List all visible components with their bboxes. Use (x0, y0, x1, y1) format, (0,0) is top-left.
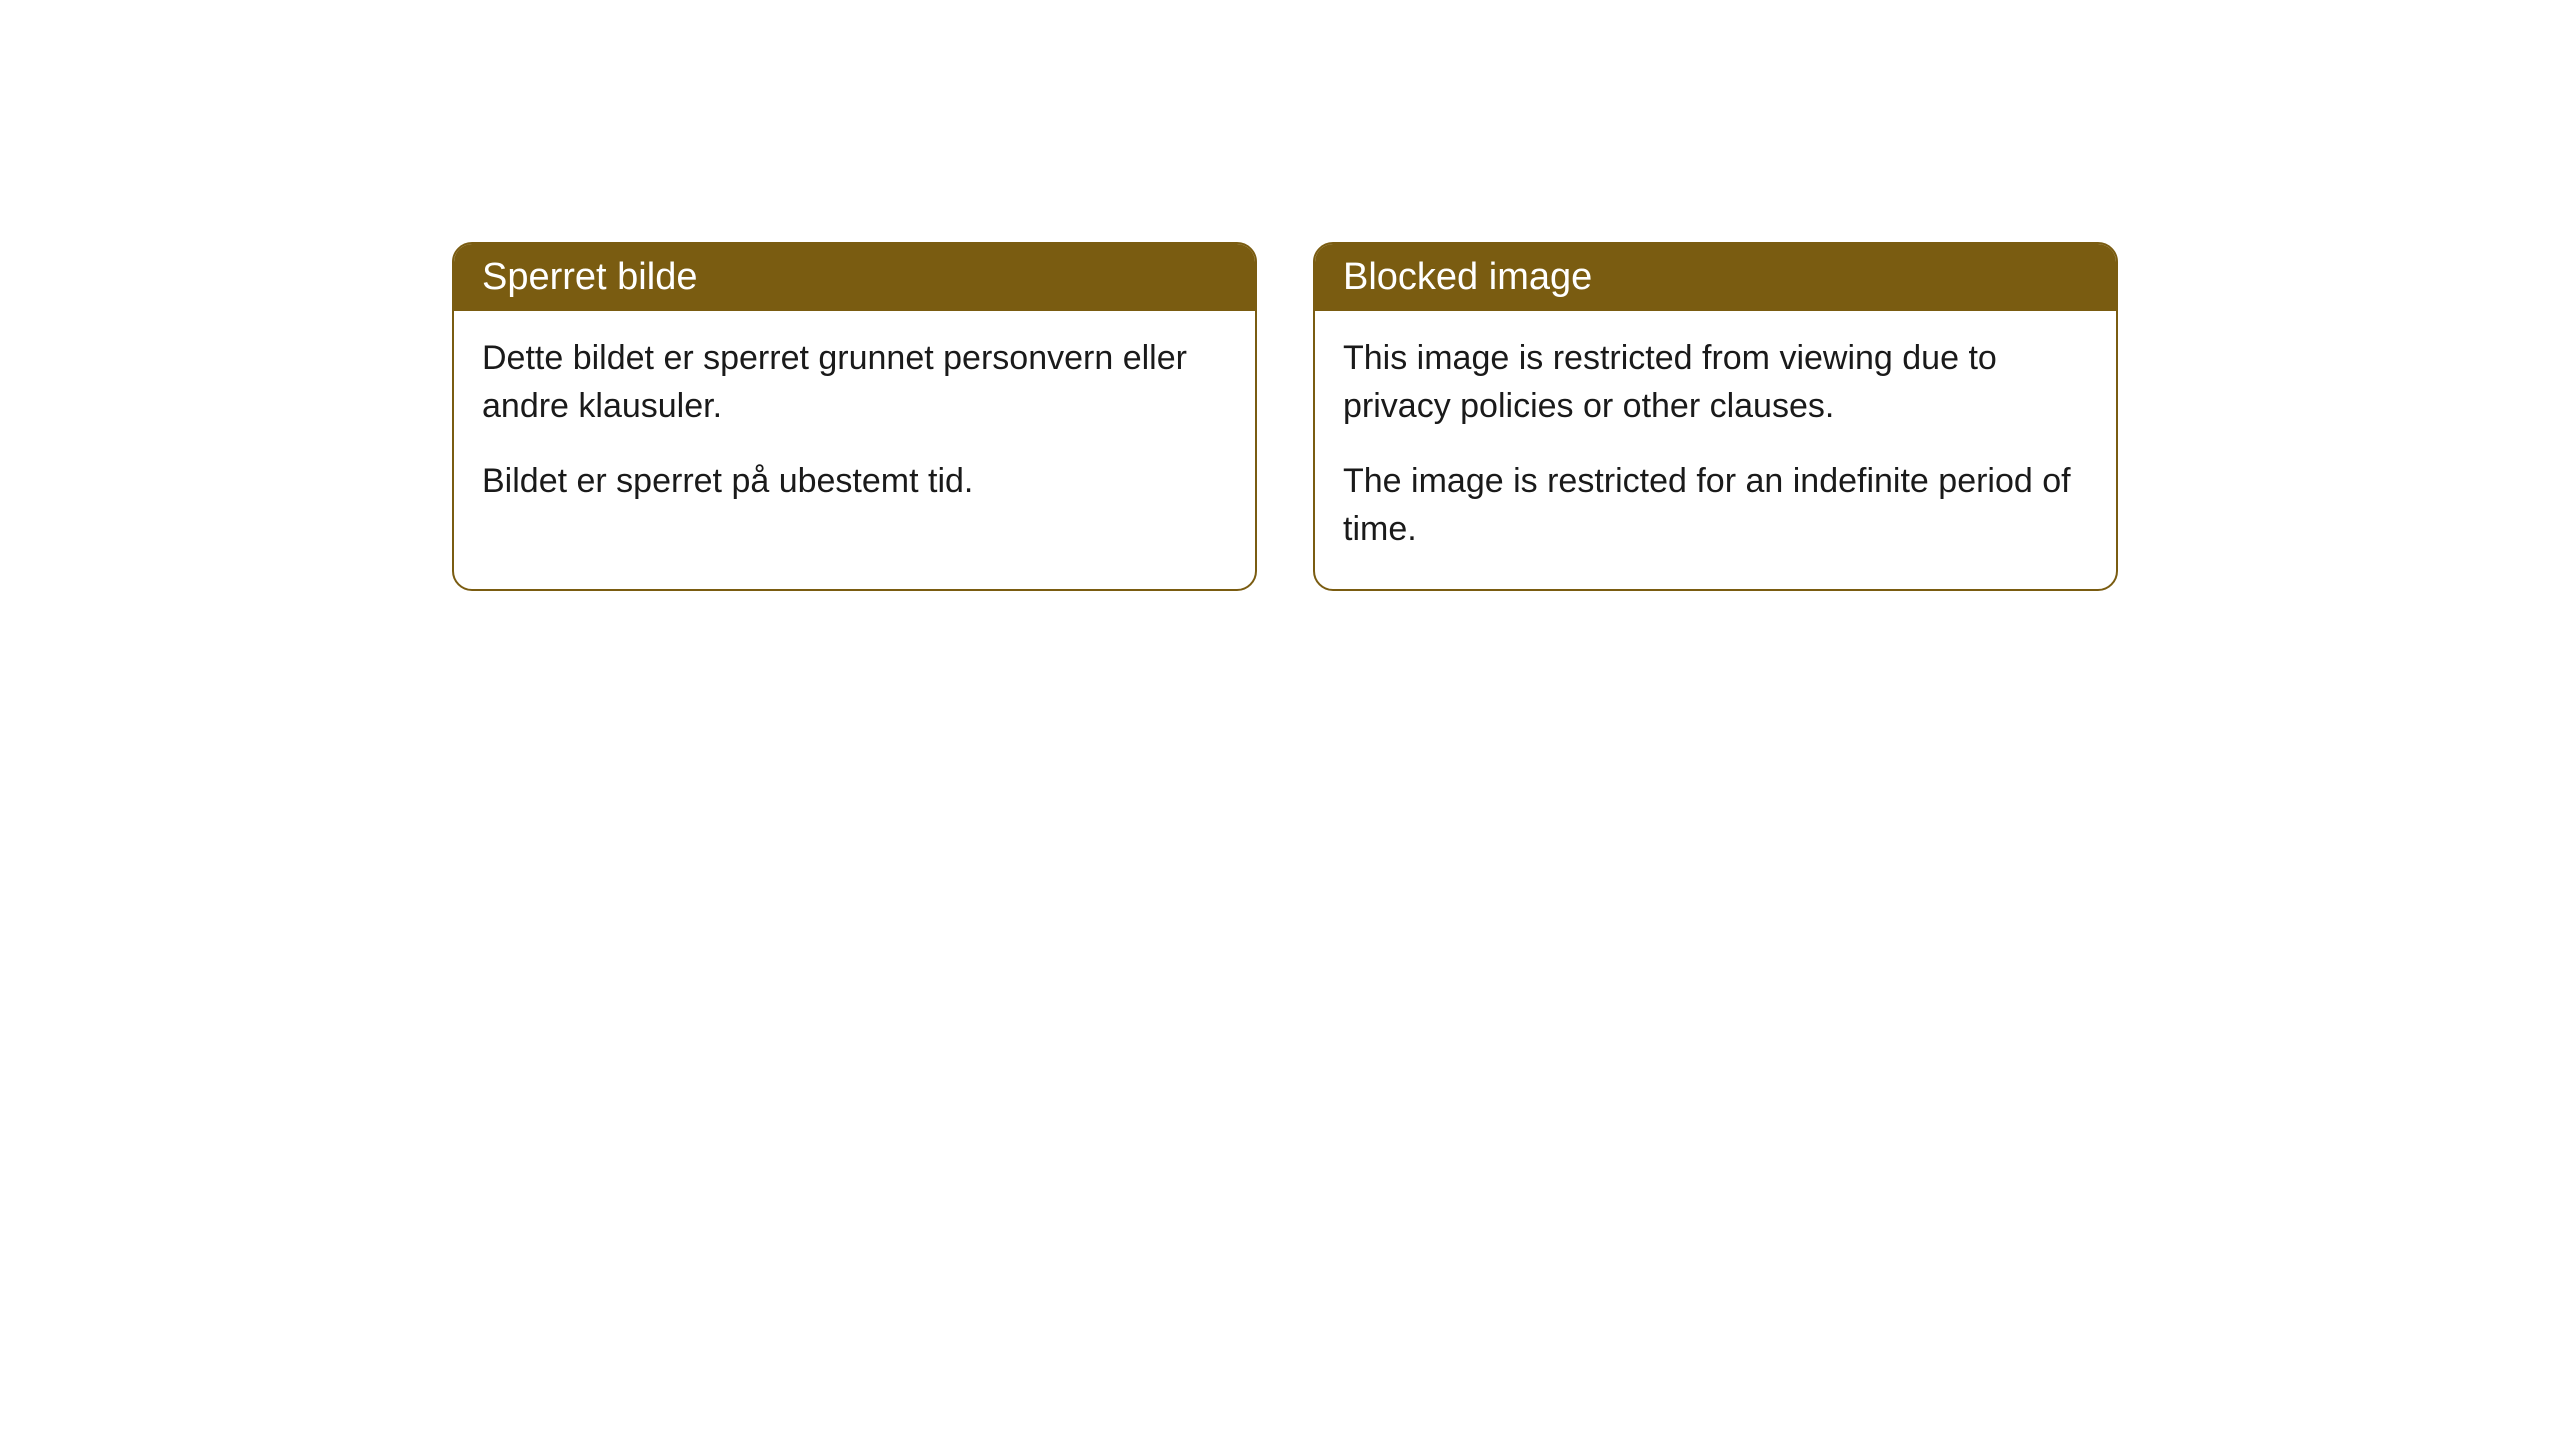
notice-title: Sperret bilde (482, 256, 697, 298)
notice-header: Blocked image (1315, 244, 2116, 311)
notice-paragraph: Dette bildet er sperret grunnet personve… (482, 335, 1227, 430)
notice-header: Sperret bilde (454, 244, 1255, 311)
notice-paragraph: The image is restricted for an indefinit… (1343, 458, 2088, 553)
notice-title: Blocked image (1343, 256, 1592, 298)
notice-container: Sperret bilde Dette bildet er sperret gr… (0, 0, 2560, 591)
notice-body: Dette bildet er sperret grunnet personve… (454, 311, 1255, 542)
notice-paragraph: This image is restricted from viewing du… (1343, 335, 2088, 430)
notice-card-english: Blocked image This image is restricted f… (1313, 242, 2118, 591)
notice-paragraph: Bildet er sperret på ubestemt tid. (482, 458, 1227, 506)
notice-card-norwegian: Sperret bilde Dette bildet er sperret gr… (452, 242, 1257, 591)
notice-body: This image is restricted from viewing du… (1315, 311, 2116, 589)
